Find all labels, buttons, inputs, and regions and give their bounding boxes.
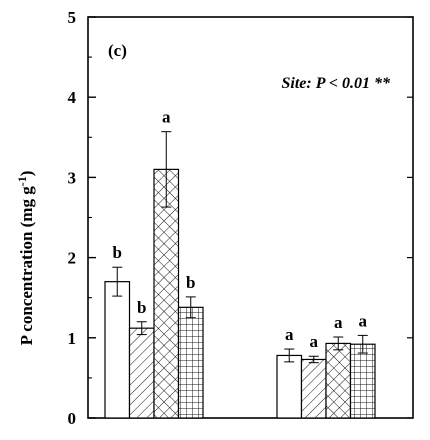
significance-letter: a bbox=[162, 108, 171, 127]
y-tick-label: 1 bbox=[68, 329, 77, 348]
significance-letter: a bbox=[310, 332, 319, 351]
significance-letter: b bbox=[113, 243, 122, 262]
y-tick-label: 3 bbox=[68, 168, 77, 187]
y-axis: 0 1 2 3 4 5 bbox=[68, 8, 413, 428]
bar-grid bbox=[177, 306, 204, 419]
bar-open bbox=[104, 281, 131, 419]
significance-letter: a bbox=[359, 311, 368, 330]
y-tick-label: 0 bbox=[68, 409, 77, 428]
significance-letter: b bbox=[186, 273, 195, 292]
bar-open bbox=[276, 354, 303, 419]
bar-cross bbox=[325, 342, 352, 419]
bar-hatch bbox=[300, 358, 327, 419]
y-tick-label: 4 bbox=[68, 88, 77, 107]
panel-label: (c) bbox=[108, 41, 127, 60]
significance-letter: a bbox=[285, 325, 294, 344]
significance-letter: a bbox=[334, 313, 343, 332]
y-axis-label: P concentration (mg g-1) bbox=[15, 171, 36, 346]
bar-cross bbox=[153, 168, 180, 419]
site-annotation: Site: P < 0.01 ** bbox=[281, 75, 391, 92]
y-tick-label: 5 bbox=[68, 8, 77, 27]
y-tick-label: 2 bbox=[68, 249, 77, 268]
bar-grid bbox=[349, 343, 376, 419]
significance-letter: b bbox=[137, 298, 146, 317]
bar-hatch bbox=[128, 327, 155, 419]
